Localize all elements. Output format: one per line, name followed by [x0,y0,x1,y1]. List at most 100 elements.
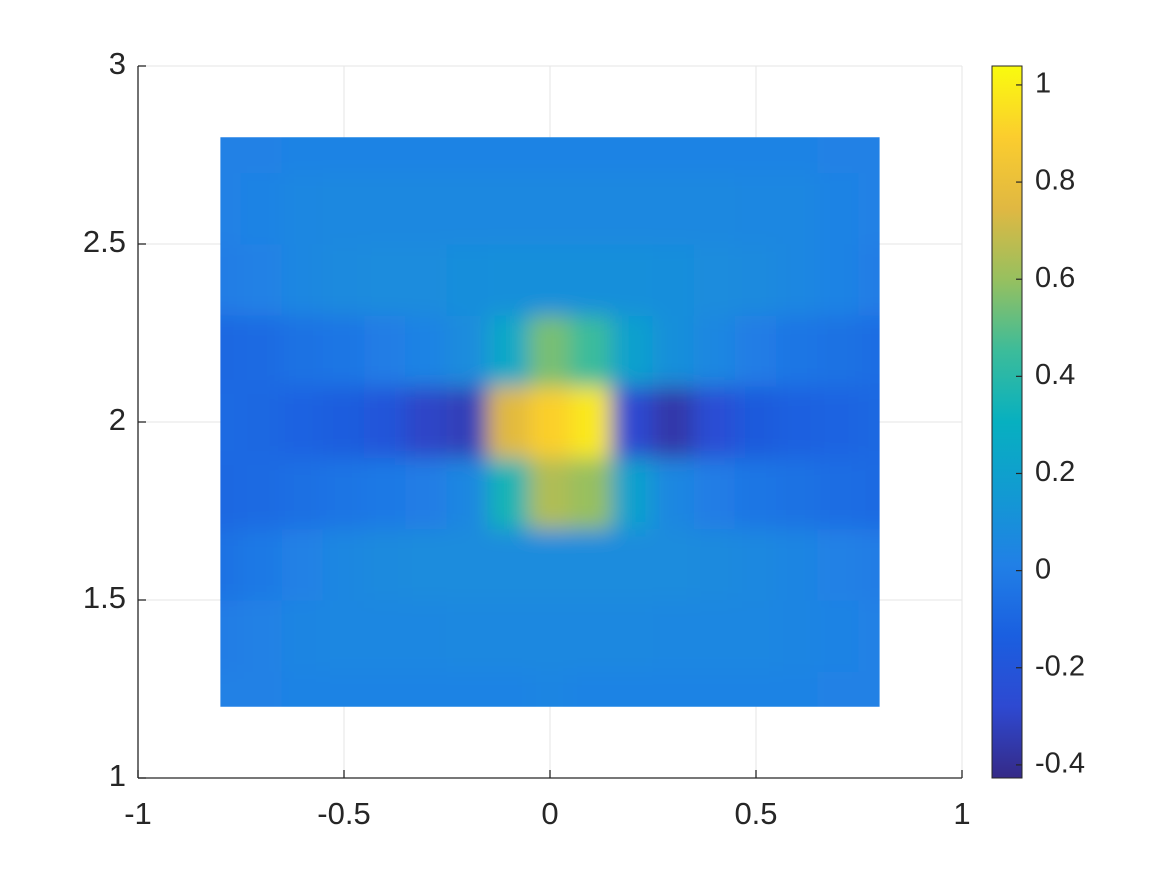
heat-cell [364,385,407,459]
heat-cell [405,314,448,387]
heat-cell [240,243,283,316]
heat-cell [817,137,860,174]
heat-cell [240,528,283,601]
heat-cell [240,172,283,245]
axes: -1 -0.5 0 0.5 1 1 1.5 2 2.5 3 -0.4 -0.2 0 0.2 0.4 0.6 0.… [83,46,1085,831]
x-tick-label: 1 [953,796,970,831]
heat-cell [322,670,366,707]
heat-cell [734,172,778,245]
colorbar-tick-label: 0.2 [1035,456,1075,488]
heat-cell [528,385,572,459]
heat-cell [611,385,654,459]
heat-cell [322,457,366,530]
heat-cell [528,599,572,672]
heat-cell [281,385,324,459]
heat-cell [652,457,695,530]
heat-cell [220,172,242,245]
heat-cell [734,137,778,174]
heat-cell [364,137,407,174]
heat-cell [570,385,613,459]
heat-cell [322,528,366,601]
heat-cell [240,385,283,459]
heat-cell [405,457,448,530]
heat-cell [652,314,695,387]
heat-cell [858,528,880,601]
heat-cell [570,599,613,672]
heat-cell [693,599,736,672]
heat-cell [281,457,324,530]
heat-cell [776,670,819,707]
colorbar-tick-label: 0 [1035,553,1051,585]
heat-cell [858,137,880,174]
heat-cell [220,528,242,601]
heat-cell [487,599,530,672]
heat-cell [446,599,489,672]
heat-cell [611,457,654,530]
heat-cell [487,172,530,245]
heat-cell [776,528,819,601]
heat-cell [528,457,572,530]
heat-cell [858,243,880,316]
heat-cell [611,243,654,316]
heat-cell [858,457,880,530]
heat-cell [405,243,448,316]
y-tick-label: 2 [109,402,126,437]
heat-cell [652,670,695,707]
heat-cell [817,599,860,672]
heat-cell [734,528,778,601]
heat-cell [611,528,654,601]
heat-cell [487,243,530,316]
heat-cell [817,528,860,601]
heat-cell [322,243,366,316]
heat-cell [220,599,242,672]
heat-cell [364,599,407,672]
heat-cell [858,385,880,459]
heatmap-clip [220,137,880,707]
heat-cell [364,670,407,707]
y-tick-label: 3 [109,46,126,81]
heat-cell [817,314,860,387]
heat-cell [734,385,778,459]
heatmap [220,137,880,707]
heat-cell [487,528,530,601]
x-tick-label: 0.5 [734,796,777,831]
heat-cell [734,314,778,387]
heat-cell [281,137,324,174]
heat-cell [322,172,366,245]
heat-cell [405,172,448,245]
heat-cell [817,385,860,459]
heat-cell [405,670,448,707]
heat-cell [817,670,860,707]
heat-cell [652,528,695,601]
heat-cell [240,670,283,707]
colorbar-tick-label: -0.4 [1035,748,1085,780]
heat-cell [776,385,819,459]
colorbar-tick-label: 1 [1035,68,1051,100]
heat-cell [487,314,530,387]
heat-cell [446,457,489,530]
heat-cell [570,243,613,316]
heat-cell [487,137,530,174]
heat-cell [817,172,860,245]
heat-cell [528,172,572,245]
heat-cell [693,457,736,530]
heat-cell [220,457,242,530]
heat-cell [570,172,613,245]
heat-cell [446,172,489,245]
heat-cell [364,172,407,245]
heat-cell [322,385,366,459]
heat-cell [693,314,736,387]
y-tick-label: 1.5 [83,580,126,615]
heat-cell [734,599,778,672]
x-tick-label: -1 [124,796,152,831]
heat-cell [652,172,695,245]
heat-cell [240,137,283,174]
y-tick-label: 2.5 [83,224,126,259]
heat-cell [817,457,860,530]
heat-cell [693,243,736,316]
heat-cell [487,457,530,530]
heat-cell [322,314,366,387]
heat-cell [570,137,613,174]
heat-cell [652,599,695,672]
heat-cell [220,137,242,174]
